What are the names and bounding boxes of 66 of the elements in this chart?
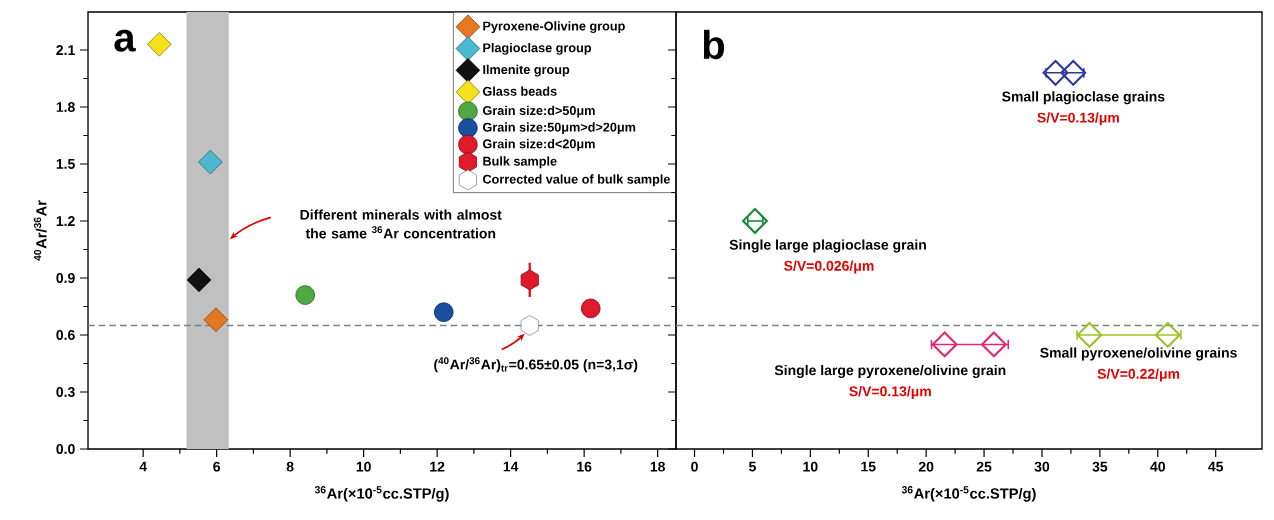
point bbox=[581, 298, 601, 319]
x-tick-label: 10 bbox=[803, 461, 818, 472]
point bbox=[147, 32, 172, 57]
point bbox=[1154, 322, 1181, 348]
annotation: Single large plagioclase grain bbox=[729, 239, 926, 253]
annotation: a bbox=[114, 29, 136, 52]
x-tick-label: 25 bbox=[976, 461, 992, 472]
x-tick-label: 18 bbox=[650, 461, 665, 472]
legend-label: Bulk sample bbox=[483, 156, 557, 169]
point bbox=[186, 267, 212, 293]
annotation: S/V=0.026/μm bbox=[784, 260, 874, 274]
x-tick-label: 14 bbox=[503, 461, 519, 472]
point bbox=[203, 307, 229, 333]
annotation: Different minerals with almost the same $^{36}$Ar concentration bbox=[300, 209, 502, 239]
annotation: S/V=0.13/μm bbox=[1037, 112, 1119, 126]
legend-label: Grain size:d>50μm bbox=[482, 105, 595, 118]
annotation: Small plagioclase grains bbox=[1002, 91, 1165, 105]
y-axis-title: $^{40}$Ar/$^{36}$Ar bbox=[33, 200, 47, 261]
y-tick-label: 2.1 bbox=[56, 45, 75, 55]
point bbox=[931, 331, 958, 358]
point bbox=[742, 208, 768, 234]
point bbox=[1060, 59, 1087, 86]
legend-label: Grain size:d<20μm bbox=[482, 139, 595, 151]
x-tick-label: 4 bbox=[139, 461, 147, 472]
x-tick-label: 45 bbox=[1208, 461, 1224, 472]
y-tick-label: 1.8 bbox=[56, 102, 75, 112]
x-tick-label: 30 bbox=[1034, 461, 1050, 472]
point bbox=[295, 285, 315, 305]
annotation: Single large pyroxene/olivine grain bbox=[774, 364, 1006, 379]
annotation: Small pyroxene/olivine grains bbox=[1040, 347, 1237, 361]
x-tick-label: 8 bbox=[286, 461, 294, 472]
x-tick-label: 40 bbox=[1150, 461, 1165, 472]
x-tick-label: 10 bbox=[356, 461, 371, 472]
point bbox=[520, 315, 539, 336]
legend-label: Pyroxene-Olivine group bbox=[483, 21, 625, 34]
legend-label: Corrected value of bulk sample bbox=[482, 174, 670, 187]
point bbox=[1076, 322, 1103, 348]
annotation: S/V=0.22/μm bbox=[1097, 368, 1180, 382]
x-tick-label: 16 bbox=[577, 461, 592, 472]
legend-label: Glass beads bbox=[482, 86, 557, 96]
legend-label: Grain size:50μm>d>20μm bbox=[482, 122, 636, 135]
point bbox=[198, 149, 223, 175]
y-tick-label: 1.2 bbox=[56, 216, 75, 226]
point bbox=[980, 331, 1007, 358]
x-tick-label: 12 bbox=[430, 461, 445, 472]
annotation: b bbox=[703, 29, 725, 60]
x-tick-label: 35 bbox=[1092, 461, 1108, 472]
point bbox=[520, 269, 539, 291]
y-tick-label: 0.9 bbox=[56, 273, 75, 283]
x-tick-label: 6 bbox=[213, 461, 221, 472]
point bbox=[1042, 59, 1069, 86]
legend-label: Plagioclase group bbox=[483, 42, 592, 55]
x-axis-title: $^{36}$Ar(×10$^{-5}$cc.STP/g) bbox=[314, 486, 449, 502]
y-tick-label: 0.6 bbox=[56, 330, 75, 340]
x-axis-title: $^{36}$Ar(×10$^{-5}$cc.STP/g) bbox=[901, 486, 1036, 502]
annotation: ($^{40}$Ar/$^{36}$Ar)$_{tr}$=0.65±0.05 (n=3,1σ) bbox=[434, 357, 638, 373]
x-tick-label: 5 bbox=[748, 461, 756, 472]
point bbox=[434, 302, 454, 322]
y-tick-label: 1.5 bbox=[56, 159, 75, 169]
y-tick-label: 0.0 bbox=[56, 444, 75, 454]
annotation: S/V=0.13/μm bbox=[849, 386, 931, 399]
x-tick-label: 0 bbox=[691, 461, 698, 472]
y-tick-label: 0.3 bbox=[56, 387, 75, 397]
x-tick-label: 15 bbox=[861, 461, 876, 472]
x-tick-label: 20 bbox=[918, 461, 934, 472]
legend-label: Ilmenite group bbox=[483, 64, 570, 77]
